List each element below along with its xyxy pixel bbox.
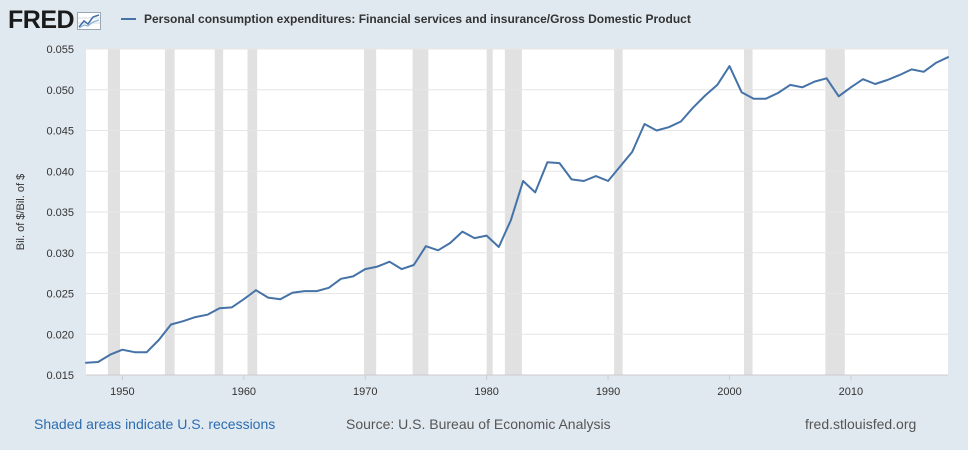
y-tick-label: 0.045 [46, 126, 74, 138]
source-text: Source: U.S. Bureau of Economic Analysis [346, 416, 611, 432]
series-line[interactable] [85, 56, 949, 364]
x-tick-label: 2000 [717, 386, 741, 398]
y-tick-label: 0.035 [46, 207, 74, 219]
site-link[interactable]: fred.stlouisfed.org [805, 416, 917, 432]
logo-text: FRED [8, 6, 75, 34]
x-tick-label: 1970 [353, 386, 377, 398]
y-tick-label: 0.025 [46, 289, 74, 301]
y-tick-label: 0.030 [46, 248, 74, 260]
x-tick-label: 1980 [474, 386, 498, 398]
legend-line-swatch [121, 18, 136, 20]
chart-logo-icon [77, 12, 102, 30]
y-tick-label: 0.015 [46, 370, 74, 382]
x-tick-label: 2010 [839, 386, 863, 398]
y-tick-label: 0.055 [46, 44, 74, 56]
x-tick-label: 1990 [596, 386, 620, 398]
series-layer [85, 56, 949, 364]
x-tick-label: 1960 [232, 386, 256, 398]
x-axis-ticks: 1950 1960 1970 1980 1990 2000 2010 [86, 374, 948, 398]
legend[interactable]: Personal consumption expenditures: Finan… [121, 12, 691, 26]
y-tick-label: 0.020 [46, 329, 74, 341]
chart[interactable]: 0.015 0.020 0.025 0.030 0.035 0.040 0.045 0.050… [0, 0, 968, 410]
legend-label: Personal consumption expenditures: Finan… [144, 12, 691, 26]
y-axis-label: Bil. of $/Bil. of $ [15, 174, 27, 250]
header: FRED Personal consumption expenditures: … [0, 0, 968, 40]
x-tick-label: 1950 [110, 386, 134, 398]
recessions-note-link[interactable]: Shaded areas indicate U.S. recessions [34, 416, 276, 432]
fred-logo[interactable]: FRED [8, 6, 102, 34]
y-axis-ticks: 0.015 0.020 0.025 0.030 0.035 0.040 0.045 0.050… [46, 44, 74, 382]
y-tick-label: 0.040 [46, 166, 74, 178]
y-tick-label: 0.050 [46, 85, 74, 97]
